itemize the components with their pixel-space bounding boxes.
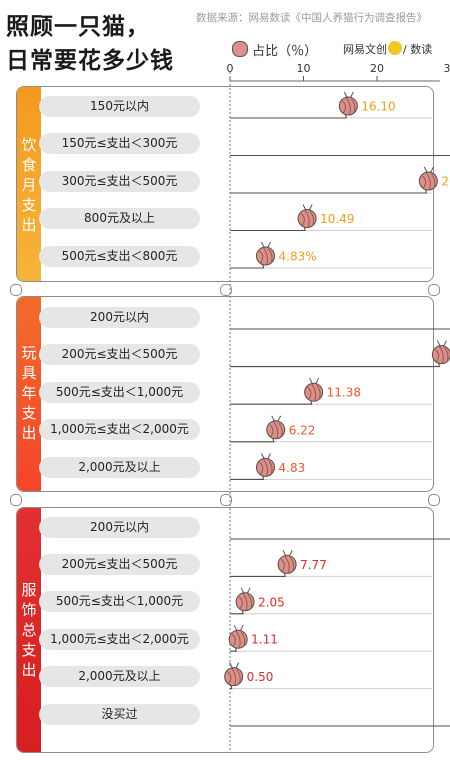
panel-side-label: 服饰总支出 (17, 508, 41, 752)
data-label: 26.99 (441, 175, 450, 189)
category-label: 150元≤支出＜300元 (39, 133, 200, 154)
title-line-2: 日常要花多少钱 (6, 48, 174, 74)
category-label: 200元≤支出＜500元 (39, 344, 200, 366)
bar-yarn-ball-needle (442, 340, 447, 347)
category-label: 1,000元≤支出＜2,000元 (39, 628, 200, 650)
category-label: 1,000元≤支出＜2,000元 (39, 419, 200, 441)
bar-yarn-ball-strand (435, 349, 440, 362)
panel-side-label: 玩具年支出 (17, 297, 41, 491)
ticket-notch (10, 494, 22, 506)
category-label: 没买过 (39, 703, 200, 725)
bar-yarn-ball-strand (438, 346, 444, 364)
ticket-notch (220, 284, 232, 296)
x-tick-label: 30 (444, 62, 450, 75)
x-tick-label: 20 (370, 62, 384, 75)
ticket-notch (428, 494, 440, 506)
legend-label: 占比（％） (252, 44, 318, 59)
title-line-1: 照顾一只猫， (6, 14, 150, 40)
ticket-notch (10, 284, 22, 296)
yarn-ball-icon (232, 41, 248, 57)
category-label: 500元≤支出＜1,000元 (39, 381, 200, 403)
panel-side-text: 玩具年支出 (21, 344, 37, 442)
panel-side-label: 饮食月支出 (17, 87, 41, 281)
bar-yarn-ball-needle (436, 340, 441, 347)
brand-right: / 数读 (403, 43, 433, 56)
panel-side-text: 饮食月支出 (21, 136, 37, 234)
x-tick-label: 10 (297, 62, 311, 75)
brand-name: 网易文创 (343, 43, 387, 56)
category-label: 2,000元及以上 (39, 666, 200, 688)
bar-yarn-ball (431, 345, 450, 365)
category-label: 150元以内 (39, 95, 200, 117)
category-label: 200元≤支出＜500元 (39, 553, 200, 575)
data-source: 数据来源：网易数读《中国人养猫行为调查报告》 (196, 12, 427, 24)
legend: 占比（％） (232, 40, 317, 59)
brand-logo: 网易文创 / 数读 (343, 41, 432, 57)
brand-dot-icon (388, 41, 402, 55)
ticket-notch (220, 494, 232, 506)
category-label: 200元以内 (39, 516, 200, 538)
category-label: 300元≤支出＜500元 (39, 170, 200, 192)
category-label: 200元以内 (39, 306, 200, 328)
panel-side-text: 服饰总支出 (21, 581, 37, 679)
ticket-notch (428, 284, 440, 296)
category-label: 500元≤支出＜800元 (39, 245, 200, 267)
x-tick-label: 0 (227, 62, 234, 75)
category-label: 500元≤支出＜1,000元 (39, 591, 200, 613)
category-label: 2,000元及以上 (39, 456, 200, 478)
category-label: 800元及以上 (39, 208, 200, 229)
bar-yarn-ball-strand (443, 347, 449, 361)
